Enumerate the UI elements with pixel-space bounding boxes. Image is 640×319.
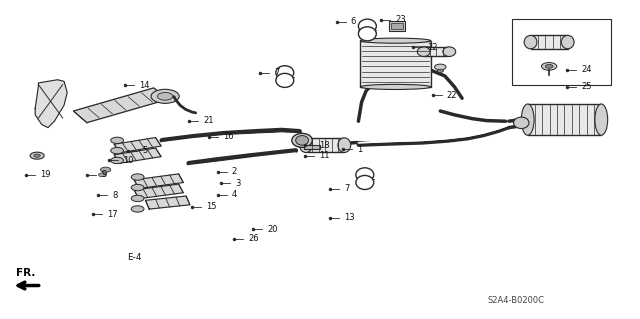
Bar	[391, 23, 403, 29]
Text: S2A4-B0200C: S2A4-B0200C	[488, 296, 545, 305]
Circle shape	[111, 157, 124, 164]
Ellipse shape	[296, 136, 308, 145]
Ellipse shape	[358, 27, 376, 41]
Ellipse shape	[514, 117, 529, 129]
Text: 21: 21	[204, 116, 214, 125]
Circle shape	[100, 167, 111, 172]
Text: E-4: E-4	[127, 253, 141, 262]
Bar	[528, 104, 602, 135]
Text: 1: 1	[357, 145, 362, 154]
Circle shape	[34, 154, 40, 157]
Ellipse shape	[292, 133, 312, 147]
Circle shape	[111, 147, 124, 154]
Text: 13: 13	[344, 213, 355, 222]
Ellipse shape	[356, 175, 374, 189]
Ellipse shape	[358, 19, 376, 33]
Text: 3: 3	[236, 179, 241, 188]
Ellipse shape	[300, 138, 312, 152]
Circle shape	[131, 174, 144, 180]
Text: FR.: FR.	[16, 268, 35, 278]
Circle shape	[151, 89, 179, 103]
Polygon shape	[134, 174, 183, 189]
Bar	[531, 35, 568, 49]
Text: 16: 16	[223, 132, 234, 141]
Bar	[305, 145, 321, 149]
Text: 25: 25	[581, 82, 591, 91]
Circle shape	[437, 69, 444, 72]
Bar	[424, 47, 449, 56]
Text: 22: 22	[447, 91, 457, 100]
Text: 7: 7	[274, 68, 279, 77]
Ellipse shape	[561, 35, 574, 49]
Ellipse shape	[524, 35, 537, 49]
Bar	[306, 138, 344, 152]
Text: 24: 24	[581, 65, 591, 74]
Text: 2: 2	[232, 167, 237, 176]
Text: 14: 14	[140, 81, 150, 90]
Ellipse shape	[522, 104, 534, 135]
Circle shape	[157, 93, 173, 100]
Circle shape	[541, 63, 557, 70]
Polygon shape	[114, 137, 161, 153]
Ellipse shape	[276, 66, 294, 80]
Circle shape	[111, 137, 124, 144]
Polygon shape	[74, 88, 167, 122]
Circle shape	[435, 64, 446, 70]
Text: 11: 11	[319, 151, 329, 160]
Ellipse shape	[338, 138, 351, 152]
Text: 19: 19	[40, 170, 50, 179]
Bar	[512, 19, 611, 85]
Text: 10: 10	[123, 156, 133, 165]
Circle shape	[131, 206, 144, 212]
Ellipse shape	[360, 85, 431, 90]
Text: 26: 26	[248, 234, 259, 243]
Bar	[360, 41, 431, 87]
Circle shape	[99, 173, 106, 177]
Text: 23: 23	[396, 15, 406, 24]
Text: 7: 7	[344, 184, 349, 193]
Ellipse shape	[356, 168, 374, 182]
Text: 9: 9	[101, 170, 106, 179]
Ellipse shape	[417, 47, 430, 56]
Polygon shape	[145, 196, 190, 209]
Polygon shape	[134, 184, 183, 199]
Ellipse shape	[360, 38, 431, 43]
Ellipse shape	[595, 104, 608, 135]
Text: 20: 20	[268, 225, 278, 234]
Circle shape	[30, 152, 44, 159]
Text: 8: 8	[112, 191, 117, 200]
Polygon shape	[114, 148, 161, 163]
Circle shape	[545, 64, 553, 68]
Text: 15: 15	[206, 202, 216, 211]
Text: 6: 6	[351, 17, 356, 26]
Text: 5: 5	[142, 146, 147, 155]
Text: 12: 12	[428, 43, 438, 52]
Text: 17: 17	[108, 210, 118, 219]
Circle shape	[131, 184, 144, 191]
Bar	[389, 21, 405, 31]
Circle shape	[131, 195, 144, 202]
Ellipse shape	[276, 73, 294, 87]
Text: 18: 18	[319, 141, 330, 150]
Text: 4: 4	[232, 190, 237, 199]
Polygon shape	[35, 80, 67, 128]
Ellipse shape	[443, 47, 456, 56]
